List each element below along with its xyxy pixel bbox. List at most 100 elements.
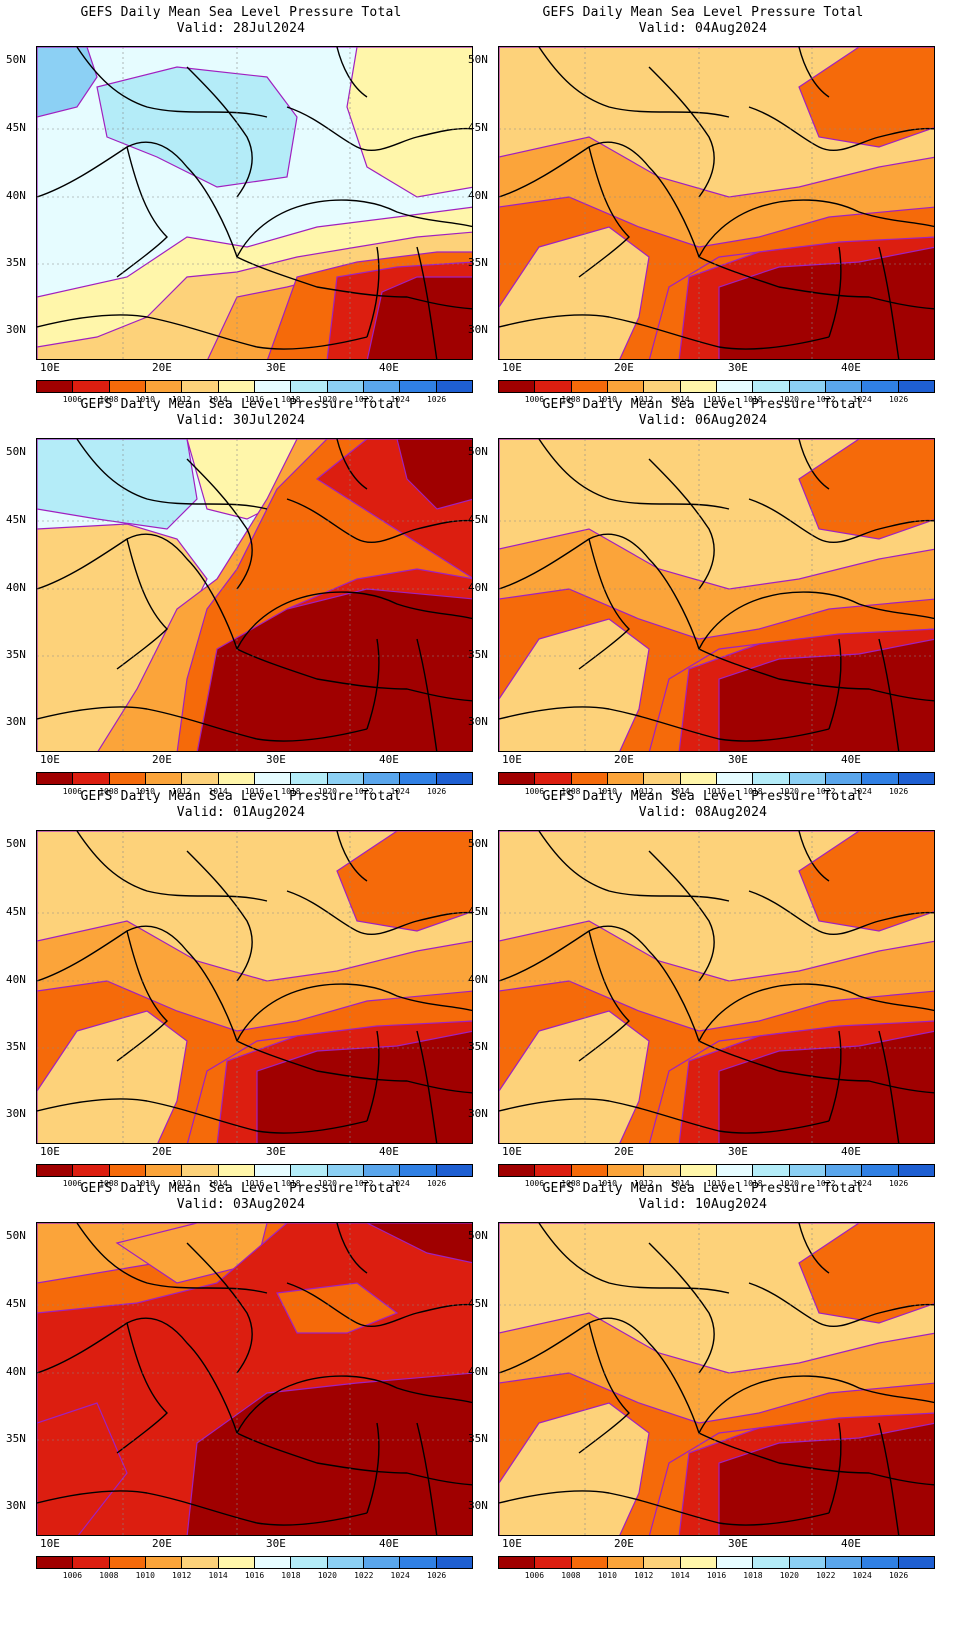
colorbar-label: 1018	[281, 1179, 301, 1188]
colorbar-label: 1010	[597, 395, 617, 404]
longitude-label: 10E	[40, 361, 60, 374]
colorbar-label: 1016	[244, 395, 265, 404]
latitude-label: 35N	[6, 1040, 26, 1053]
country-border	[578, 538, 630, 670]
pressure-map	[37, 439, 472, 751]
colorbar-label: 1008	[561, 1179, 581, 1188]
longitude-label: 40E	[379, 1537, 399, 1550]
longitude-label: 10E	[502, 753, 522, 766]
colorbar-label: 1024	[852, 787, 872, 796]
latitude-label: 45N	[6, 513, 26, 526]
colorbar-label: 1018	[743, 395, 763, 404]
colorbar-label: 1024	[390, 1179, 410, 1188]
longitude-label: 40E	[379, 753, 399, 766]
colorbar-swatch	[218, 1165, 255, 1176]
pressure-band	[366, 276, 472, 359]
colorbar-swatch	[753, 381, 790, 392]
panel-valid-date: Valid: 10Aug2024	[638, 1197, 768, 1212]
pressure-band	[798, 831, 934, 932]
colorbar-swatch	[37, 1557, 74, 1568]
longitude-label: 40E	[841, 1537, 861, 1550]
colorbar-swatch	[182, 1557, 219, 1568]
colorbar-swatch	[680, 1165, 717, 1176]
colorbar-swatch	[327, 1165, 364, 1176]
colorbar-swatch	[73, 1557, 110, 1568]
colorbar-label: 1024	[852, 1179, 872, 1188]
country-border	[578, 930, 630, 1062]
colorbar-label: 1026	[426, 395, 447, 404]
longitude-label: 40E	[841, 753, 861, 766]
longitude-label: 20E	[614, 753, 634, 766]
colorbar-swatch	[862, 1165, 899, 1176]
colorbar-label: 1010	[597, 1571, 617, 1580]
colorbar-swatch	[145, 773, 183, 784]
country-border	[186, 458, 253, 590]
colorbar-label: 1012	[172, 1571, 192, 1580]
country-border	[416, 1030, 438, 1143]
colorbar-label: 1022	[354, 395, 374, 404]
colorbar-label: 1006	[524, 1179, 545, 1188]
colorbar-label: 1020	[779, 1179, 799, 1188]
colorbar-label: 1012	[172, 395, 192, 404]
pressure-band	[718, 1030, 934, 1143]
colorbar-swatch	[499, 1165, 536, 1176]
country-border	[828, 1422, 842, 1514]
colorbar-swatch	[789, 1165, 826, 1176]
longitude-label: 30E	[728, 1537, 748, 1550]
longitude-label: 30E	[728, 361, 748, 374]
colorbar-label: 1016	[706, 395, 727, 404]
longitude-label: 30E	[266, 753, 286, 766]
pressure-band	[115, 1223, 268, 1284]
colorbar-label: 1024	[852, 395, 872, 404]
colorbar-swatch	[716, 773, 754, 784]
colorbar-label: 1012	[634, 787, 654, 796]
colorbar-label: 1022	[354, 1179, 374, 1188]
colorbar-label: 1006	[524, 395, 545, 404]
colorbar-label: 1016	[244, 787, 265, 796]
country-border	[648, 458, 715, 590]
country-border	[336, 47, 368, 98]
country-border	[37, 1490, 368, 1526]
latitude-label: 30N	[468, 1499, 488, 1512]
latitude-label: 50N	[6, 53, 26, 66]
colorbar-swatch	[753, 1165, 790, 1176]
colorbar-label: 1022	[816, 787, 836, 796]
colorbar	[498, 772, 935, 785]
colorbar-swatch	[182, 773, 219, 784]
colorbar-label: 1016	[244, 1179, 265, 1188]
longitude-label: 10E	[40, 1537, 60, 1550]
country-border	[499, 1098, 830, 1134]
colorbar-label: 1014	[670, 395, 690, 404]
latitude-label: 50N	[6, 1229, 26, 1242]
colorbar-swatch	[898, 773, 934, 784]
pressure-map	[37, 47, 472, 359]
country-border	[336, 1223, 368, 1274]
latitude-label: 45N	[468, 513, 488, 526]
colorbar-label: 1026	[888, 1571, 909, 1580]
latitude-label: 35N	[468, 256, 488, 269]
colorbar-swatch	[862, 381, 899, 392]
country-border	[366, 1030, 380, 1122]
colorbar-label: 1006	[62, 1571, 83, 1580]
colorbar-swatch	[37, 1165, 74, 1176]
colorbar-swatch	[644, 1557, 681, 1568]
latitude-label: 40N	[6, 189, 26, 202]
country-border	[236, 256, 472, 310]
panel-title: GEFS Daily Mean Sea Level Pressure Total…	[462, 789, 944, 821]
country-border	[366, 246, 380, 338]
colorbar-swatch	[73, 1165, 110, 1176]
latitude-label: 40N	[6, 581, 26, 594]
panel-title-text: GEFS Daily Mean Sea Level Pressure Total	[542, 397, 864, 412]
colorbar-swatch	[182, 1165, 219, 1176]
colorbar-label: 1018	[743, 787, 763, 796]
colorbar-label: 1012	[172, 1179, 192, 1188]
country-border	[286, 106, 472, 152]
colorbar-swatch	[37, 773, 74, 784]
latitude-label: 40N	[468, 581, 488, 594]
colorbar-swatch	[363, 773, 401, 784]
colorbar	[498, 380, 935, 393]
colorbar-label: 1008	[99, 395, 119, 404]
longitude-label: 20E	[152, 1145, 172, 1158]
colorbar-swatch	[109, 381, 146, 392]
colorbar-label: 1010	[135, 1571, 155, 1580]
